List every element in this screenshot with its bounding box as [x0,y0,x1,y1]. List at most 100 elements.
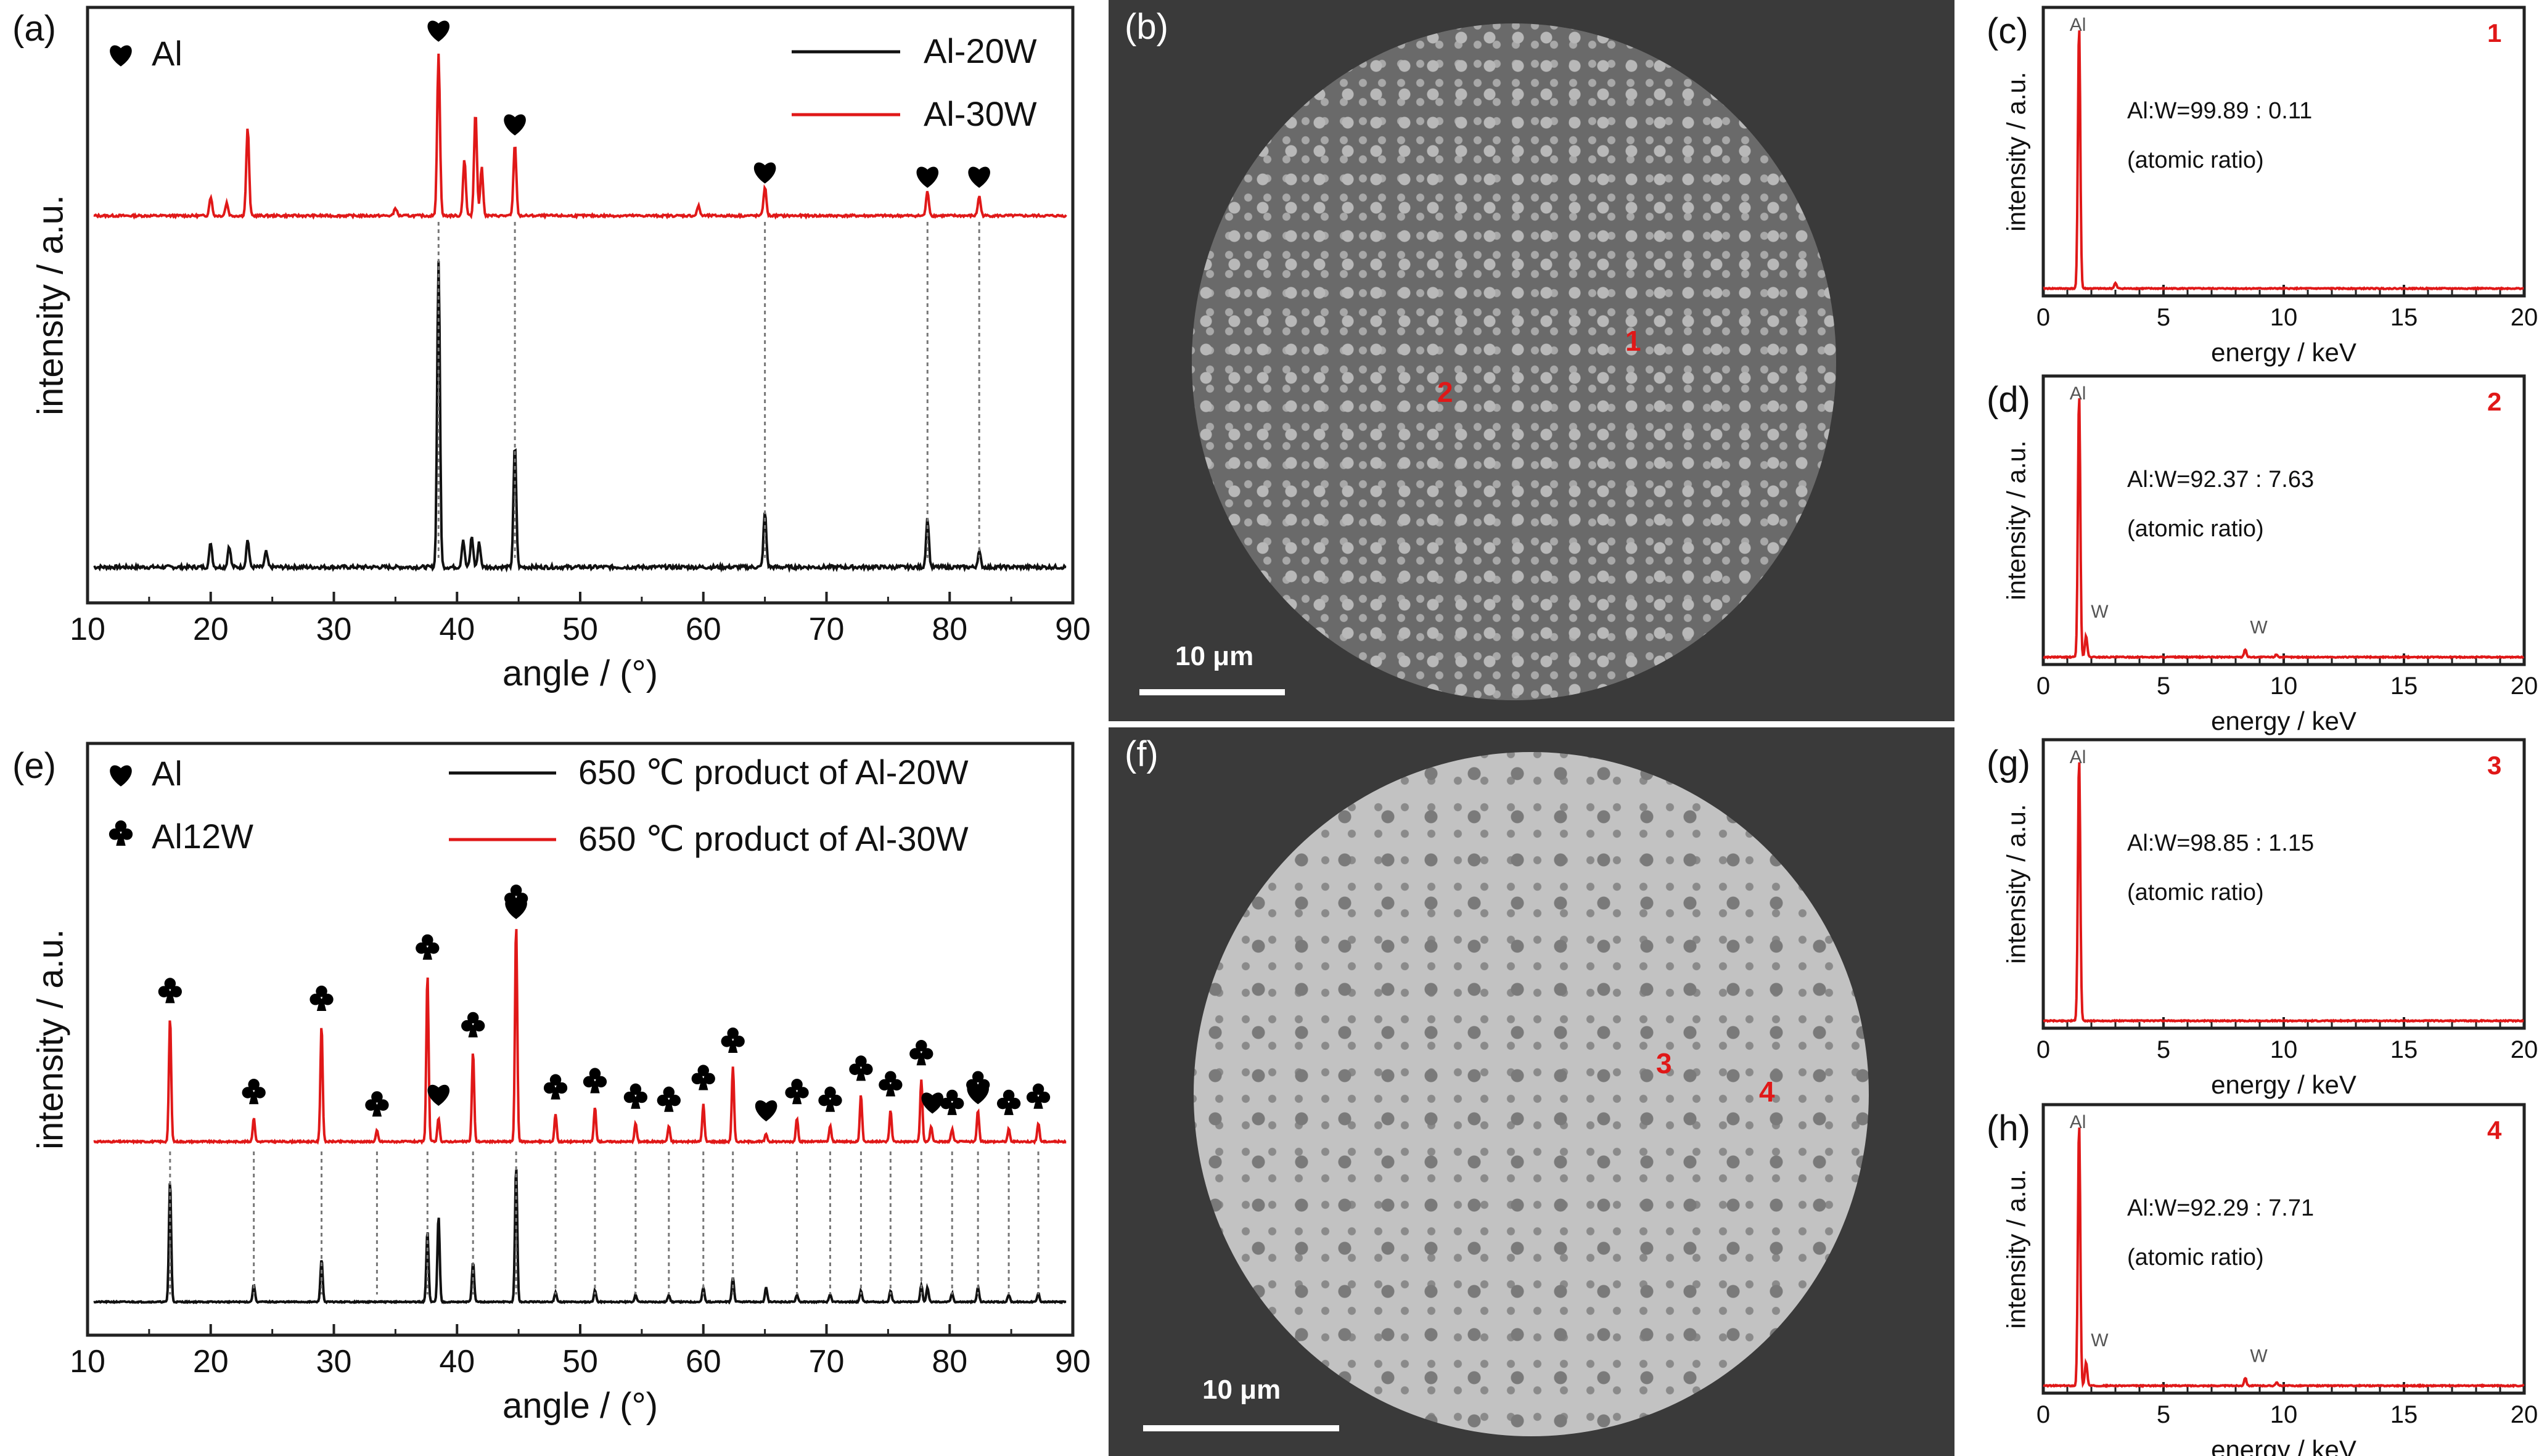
x-tick-label-c: 10 [2270,304,2298,331]
club-lobe [170,986,182,997]
club-lobe [1032,1083,1044,1095]
particle-disc-b [1192,23,1836,700]
club-stem [248,1092,259,1105]
club-lobe [630,1083,642,1095]
club-stem [664,1100,674,1112]
al12w-peak-marker-club [691,1065,715,1090]
composition-ratio: Al:W=92.37 : 7.63 [2127,467,2314,493]
eds-spectrum-d [2043,398,2525,660]
al-peak-marker-heart [427,20,450,42]
panel-label-d: (d) [1987,380,2030,420]
club-stem [916,1053,927,1066]
club-lobe [879,1079,890,1091]
club-lobe [322,994,334,1005]
y-axis-label-c: intensity / a.u. [2002,72,2031,231]
point-marker-4: 4 [1759,1076,1775,1108]
eds-spectrum-h [2043,1127,2525,1389]
club-lobe [831,1094,842,1106]
peak-label-al: Al [2070,1112,2086,1132]
eds-spectrum-g [2043,762,2524,1023]
x-tick-label-a: 20 [193,611,229,647]
plot-frame-h [2041,1103,2526,1395]
peak-label-w: W [2091,602,2109,622]
panel-label-f: (f) [1125,734,1159,774]
x-tick-label-a: 60 [686,611,721,647]
plot-frame-c [2041,6,2526,298]
club-lobe [377,1099,389,1111]
x-tick-label-e: 70 [809,1344,845,1380]
micrograph-f: (f) 3 4 10 μm [1109,727,1954,1456]
club-lobe [855,1055,867,1067]
x-tick-label-e: 40 [439,1344,475,1380]
al12w-peak-marker-club [158,978,182,1004]
x-tick-label-a: 80 [932,611,967,647]
club-lobe [691,1073,703,1085]
x-tick-label-h: 5 [2157,1401,2170,1428]
x-tick-label-e: 30 [316,1344,352,1380]
club-stem [165,991,175,1004]
al12w-peak-marker-club [623,1083,648,1109]
club-lobe [254,1087,266,1098]
al-peak-marker-heart [967,1083,989,1105]
club-lobe [733,1036,745,1047]
club-lobe [824,1086,836,1098]
club-stem [792,1092,802,1105]
scale-label-b: 10 μm [1175,641,1254,671]
club-lobe [543,1082,556,1094]
club-lobe [416,942,427,954]
club-lobe [1026,1091,1038,1103]
x-tick-label-c: 0 [2036,304,2050,331]
legend-label-al: Al [152,754,183,793]
club-lobe [427,942,440,954]
club-stem [856,1068,866,1081]
al12w-peak-marker-club [879,1071,903,1097]
club-lobe [158,986,170,997]
x-tick-label-e: 10 [70,1344,105,1380]
series-line-650-al-30w [93,929,1067,1145]
series-line-al-30w [93,54,1067,220]
x-tick-label-c: 5 [2157,304,2170,331]
al-peak-marker-heart [755,1100,777,1122]
x-tick-label-g: 10 [2270,1036,2298,1063]
y-axis-label-d: intensity / a.u. [2002,440,2031,600]
al-peak-marker-heart [916,166,939,188]
club-lobe [669,1094,681,1106]
club-lobe [316,985,327,997]
club-lobe [657,1094,669,1106]
club-lobe [461,1020,473,1032]
club-lobe [909,1048,921,1060]
club-lobe [785,1087,797,1098]
x-tick-label-h: 0 [2036,1401,2050,1428]
panel-label-e: (e) [12,746,56,786]
al12w-peak-marker-club [849,1055,873,1081]
x-tick-label-d: 15 [2390,673,2418,700]
club-lobe [242,1087,254,1098]
point-marker-3: 3 [1656,1047,1672,1079]
composition-ratio: Al:W=98.85 : 1.15 [2127,830,2314,856]
club-lobe [595,1076,607,1088]
x-tick-label-a: 70 [809,611,845,647]
club-lobe [583,1076,595,1088]
scale-bar-f [1143,1425,1339,1431]
point-number: 3 [2487,751,2501,780]
club-lobe [1003,1089,1015,1102]
club-lobe [727,1027,739,1039]
composition-note: (atomic ratio) [2127,880,2264,906]
club-stem [116,833,126,846]
y-axis-label-a: intensity / a.u. [30,195,70,415]
club-lobe [946,1089,958,1102]
al-peak-marker-heart [921,1092,944,1114]
club-stem [1033,1096,1043,1109]
club-lobe [849,1063,861,1075]
y-axis-label-h: intensity / a.u. [2002,1169,2031,1328]
club-lobe [861,1063,873,1075]
x-axis-label-e: angle / (°) [502,1386,658,1426]
panel-label-c: (c) [1987,11,2028,51]
club-stem [699,1078,708,1090]
composition-ratio: Al:W=99.89 : 0.11 [2127,98,2312,124]
club-stem [825,1100,835,1112]
club-lobe [885,1071,896,1082]
club-lobe [952,1097,964,1110]
panel-label-b: (b) [1125,7,1168,47]
